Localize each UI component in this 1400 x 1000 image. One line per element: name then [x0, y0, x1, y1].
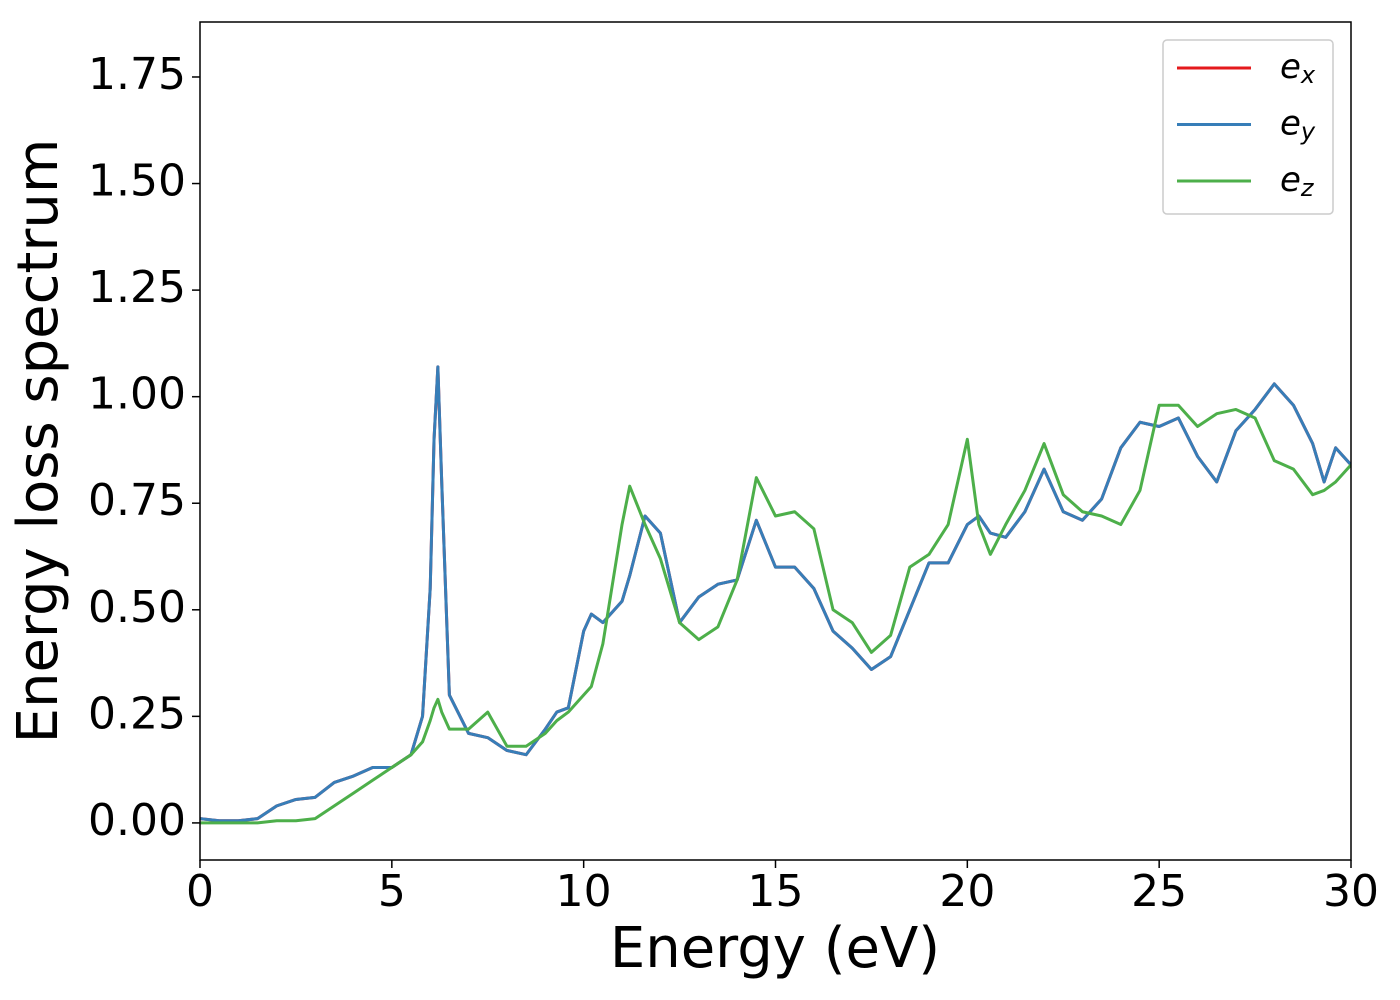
y-tick-label: 1.75 [88, 49, 186, 100]
y-tick-label: 0.75 [88, 475, 186, 526]
data-line [200, 365, 1351, 823]
legend-label: ez [1280, 160, 1315, 203]
y-axis-label: Energy loss spectrum [6, 139, 71, 744]
data-line [200, 365, 1351, 823]
x-tick-label: 10 [556, 866, 612, 917]
data-line [200, 403, 1351, 825]
y-tick-label: 1.25 [88, 262, 186, 313]
y-tick-label: 1.00 [88, 369, 186, 420]
x-axis-label: Energy (eV) [610, 916, 940, 981]
plot-frame [199, 21, 1352, 861]
y-tick-label: 0.25 [88, 688, 186, 739]
x-tick-label: 20 [939, 866, 995, 917]
legend-label: ey [1280, 103, 1316, 146]
legend-box [1162, 39, 1334, 215]
legend-label: ex [1280, 47, 1316, 90]
x-tick-label: 25 [1131, 866, 1187, 917]
y-tick-label: 0.00 [88, 795, 186, 846]
x-tick-label: 30 [1323, 866, 1379, 917]
x-tick-label: 5 [378, 866, 406, 917]
x-tick-label: 15 [748, 866, 804, 917]
y-tick-label: 1.50 [88, 156, 186, 207]
y-tick-label: 0.50 [88, 582, 186, 633]
x-tick-label: 0 [186, 866, 214, 917]
